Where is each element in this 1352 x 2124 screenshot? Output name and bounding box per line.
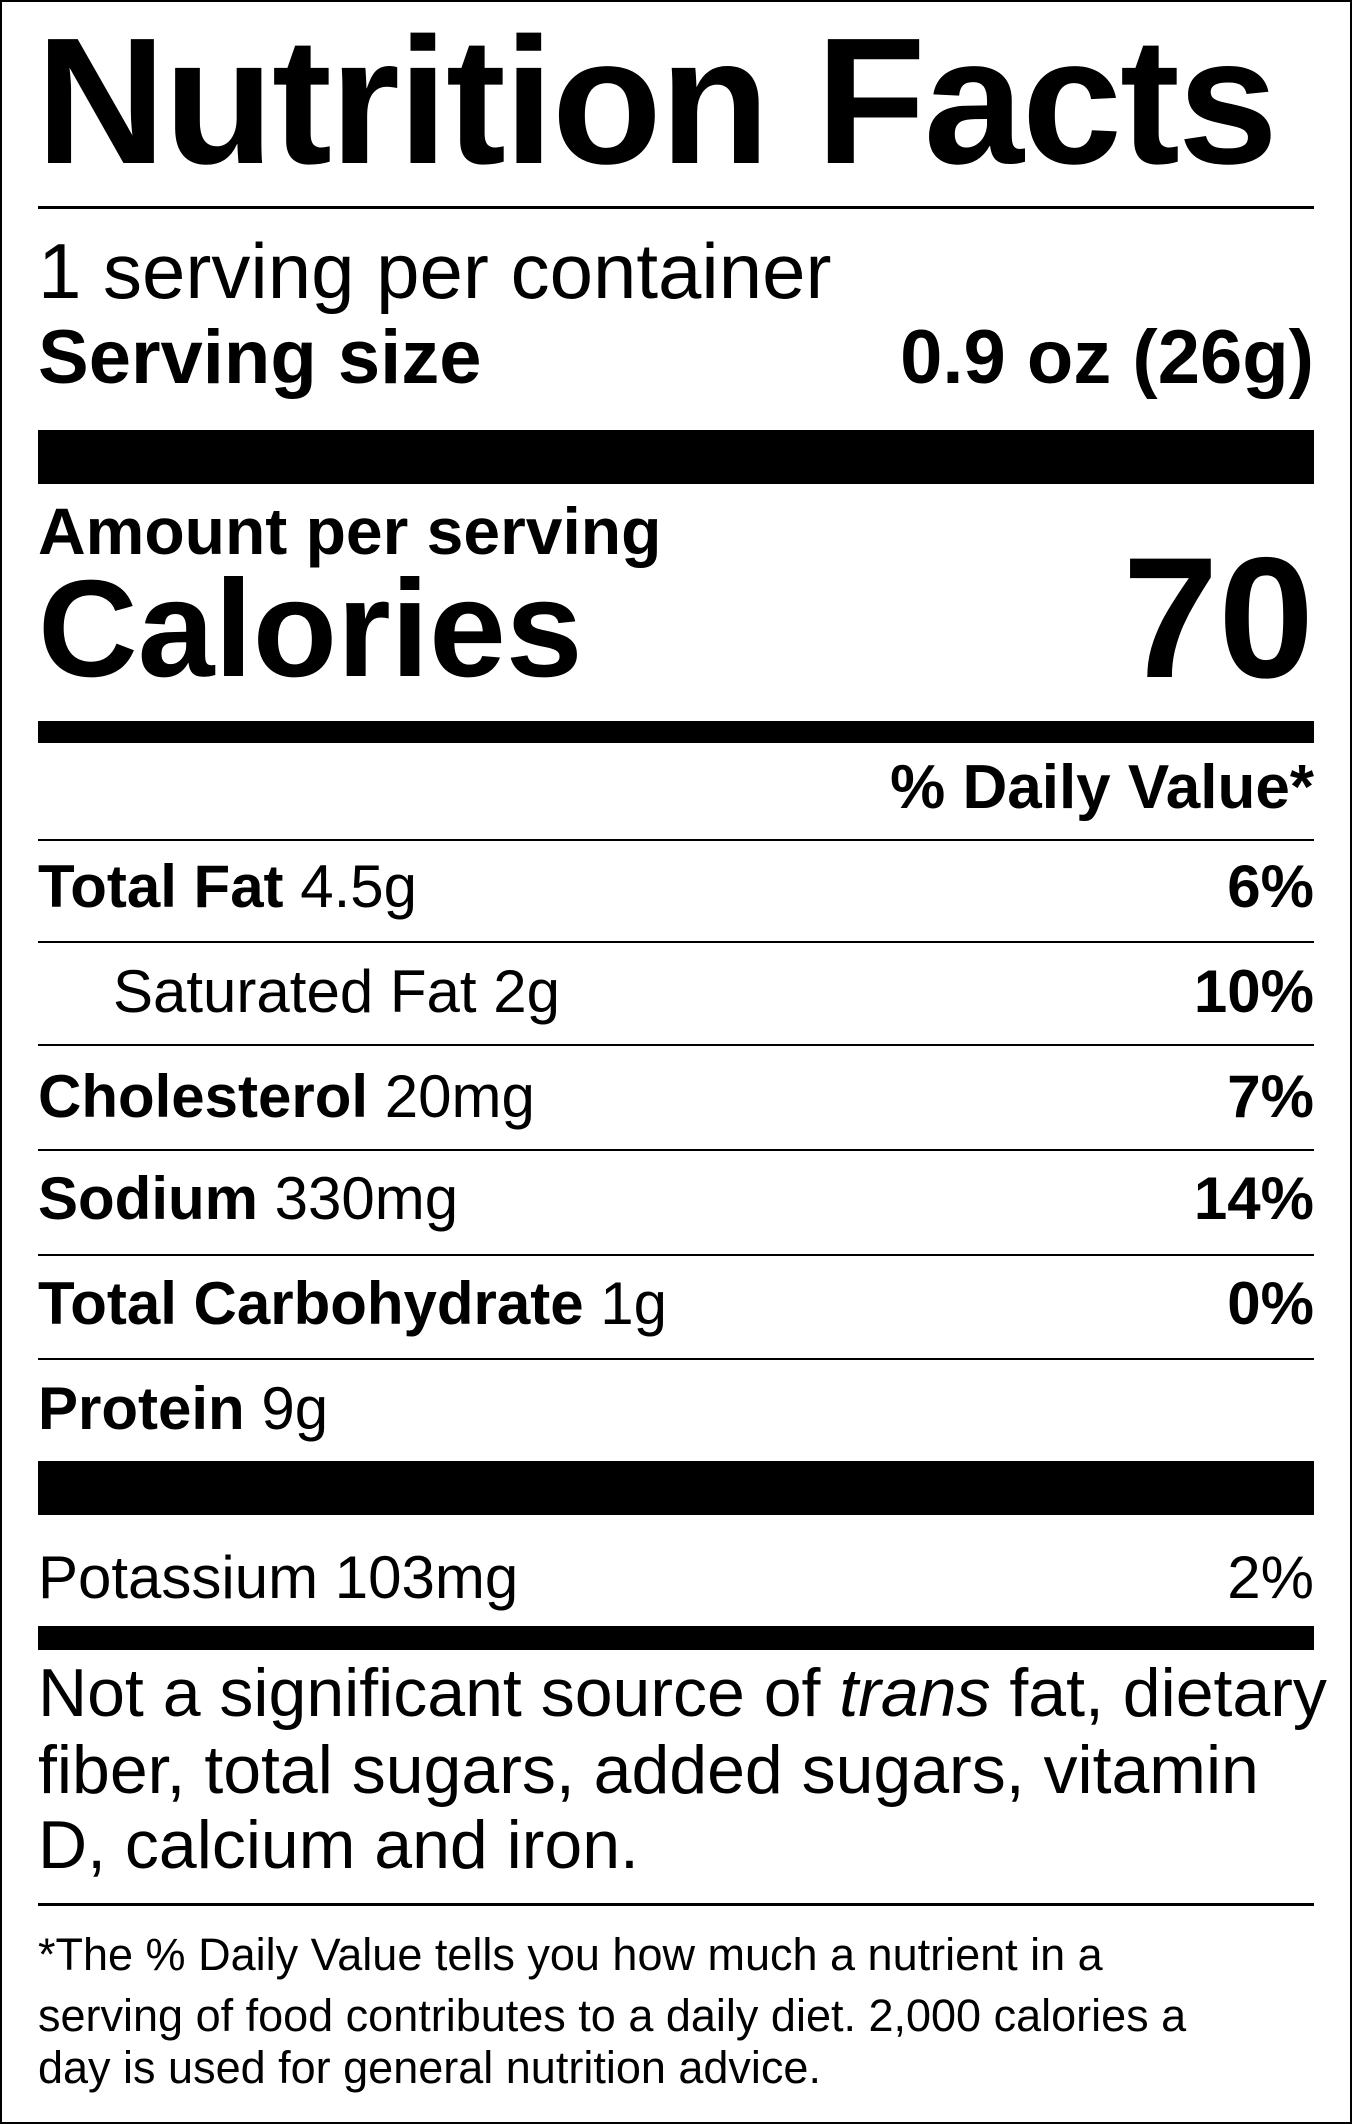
nutrient-row-total-fat: Total Fat 4.5g 6% — [38, 857, 1314, 917]
nutrient-amount: 2g — [493, 958, 560, 1025]
calories-label: Calories — [38, 552, 583, 706]
divider — [38, 1254, 1314, 1256]
amount-per-serving: Amount per serving — [38, 494, 662, 568]
calories-row: Calories 70 — [38, 532, 1314, 704]
nutrient-amount: 103mg — [334, 1544, 519, 1611]
nutrient-dv: 7% — [1227, 1063, 1314, 1130]
nutrient-name: Cholesterol — [38, 1063, 369, 1130]
footnote-line-1: *The % Daily Value tells you how much a … — [38, 1929, 1103, 1980]
nutrient-name: Saturated Fat — [113, 958, 477, 1025]
daily-value-header: % Daily Value* — [38, 757, 1314, 819]
calories-value: 70 — [1122, 522, 1314, 714]
medium-divider — [38, 721, 1314, 743]
divider — [38, 1149, 1314, 1151]
serving-size-row: Serving size 0.9 oz (26g) — [38, 320, 1314, 396]
nutrient-row-total-carbohydrate: Total Carbohydrate 1g 0% — [38, 1274, 1314, 1334]
nutrient-name: Protein — [38, 1375, 245, 1442]
nutrient-row-protein: Protein 9g — [38, 1379, 1314, 1439]
nutrient-dv: 10% — [1193, 958, 1314, 1025]
not-significant-line-1: Not a significant source of trans fat, d… — [38, 1655, 1327, 1731]
divider — [38, 1358, 1314, 1360]
footnote-line-3: day is used for general nutrition advice… — [38, 2042, 821, 2093]
thick-divider — [38, 430, 1314, 484]
nutrient-amount: 20mg — [384, 1063, 535, 1130]
thick-divider — [38, 1461, 1314, 1515]
nutrient-amount: 1g — [600, 1270, 668, 1337]
daily-value-header-text: % Daily Value* — [890, 753, 1314, 822]
nutrient-row-sodium: Sodium 330mg 14% — [38, 1169, 1314, 1229]
serving-size-value: 0.9 oz (26g) — [900, 315, 1314, 400]
nutrient-amount: 4.5g — [300, 853, 417, 920]
divider — [38, 1044, 1314, 1046]
nutrient-name: Total Fat — [38, 853, 284, 920]
nutrient-dv: 6% — [1227, 853, 1314, 920]
nutrient-row-potassium: Potassium 103mg 2% — [38, 1548, 1314, 1608]
not-significant-line-2: fiber, total sugars, added sugars, vitam… — [38, 1732, 1259, 1808]
nutrient-amount: 9g — [261, 1375, 329, 1442]
nutrient-row-cholesterol: Cholesterol 20mg 7% — [38, 1067, 1314, 1127]
nutrient-amount: 330mg — [274, 1165, 459, 1232]
nutrient-name: Potassium — [38, 1544, 319, 1611]
nutrient-name: Total Carbohydrate — [38, 1270, 584, 1337]
label-title: Nutrition Facts — [36, 1, 1278, 202]
nutrient-row-saturated-fat: Saturated Fat 2g 10% — [38, 962, 1314, 1022]
divider — [38, 1903, 1314, 1906]
divider — [38, 941, 1314, 943]
nutrient-name: Sodium — [38, 1165, 258, 1232]
medium-divider — [38, 1626, 1314, 1650]
nutrient-dv: 14% — [1193, 1165, 1314, 1232]
divider — [38, 206, 1314, 209]
not-significant-line-3: D, calcium and iron. — [38, 1807, 639, 1883]
nutrient-dv: 2% — [1227, 1544, 1314, 1611]
serving-size-label: Serving size — [38, 315, 482, 400]
servings-per-container: 1 serving per container — [38, 227, 832, 315]
nutrient-dv: 0% — [1227, 1270, 1314, 1337]
divider — [38, 839, 1314, 841]
footnote-line-2: serving of food contributes to a daily d… — [38, 1990, 1187, 2041]
